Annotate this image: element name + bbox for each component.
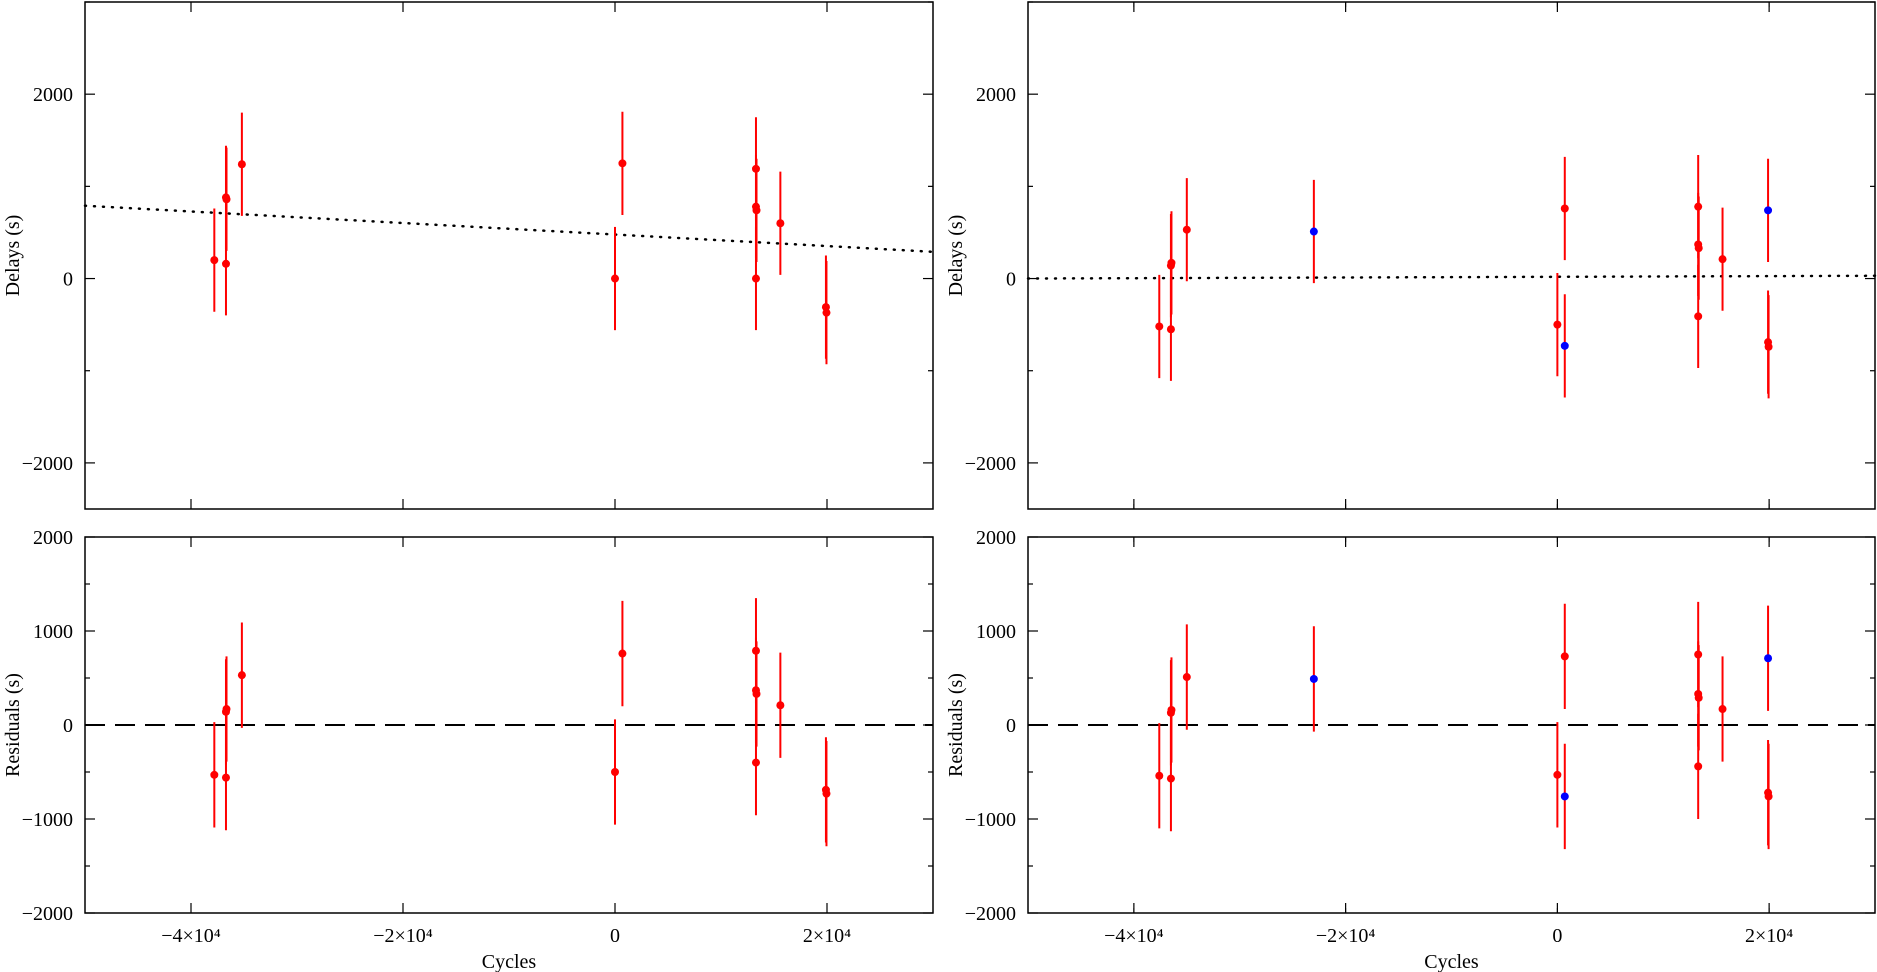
y-axis-label: Delays (s)	[2, 215, 24, 297]
data-point	[221, 259, 230, 268]
residuals-right-panel: −2000 −1000 0 1000 2000 −4×10⁴ −2×10⁴ 0 2×10⁴ Res…	[945, 527, 1876, 972]
plot-frame	[84, 1, 934, 510]
fit-line	[1026, 274, 1877, 280]
data-point	[751, 646, 760, 655]
x-tick-label: 0	[610, 925, 620, 947]
y-tick-label: −1000	[965, 809, 1016, 831]
data-point	[222, 195, 231, 204]
delays-left-panel: −2000 0 2000 Delays (s)	[2, 1, 935, 510]
y-tick-label: 0	[1006, 715, 1016, 737]
y-tick-label: 1000	[33, 621, 73, 643]
data-point	[222, 705, 231, 714]
data-point	[1718, 255, 1727, 264]
data-point	[751, 758, 760, 767]
data-point	[237, 160, 246, 169]
y-tick-label: 0	[63, 715, 73, 737]
data-point	[1694, 762, 1703, 771]
data-point	[822, 308, 831, 317]
x-tick-label: −4×10⁴	[161, 925, 221, 947]
data-point	[1155, 322, 1164, 331]
y-tick-label: −2000	[22, 453, 73, 475]
y-tick-label: 2000	[33, 527, 73, 549]
data-point	[1694, 312, 1703, 321]
data-point	[822, 789, 831, 798]
data-point	[752, 689, 761, 698]
data-point	[1166, 774, 1175, 783]
y-tick-label: −1000	[22, 809, 73, 831]
data-point-blue	[1560, 341, 1569, 350]
data-point	[1182, 225, 1191, 234]
data-point	[221, 773, 230, 782]
y-tick-label: 0	[1006, 269, 1016, 291]
data-point	[1764, 792, 1773, 801]
data-point	[776, 701, 785, 710]
y-tick-label: 2000	[33, 84, 73, 106]
data-point	[1694, 244, 1703, 253]
data-point	[1167, 258, 1176, 267]
x-axis-label: Cycles	[1424, 951, 1479, 972]
data-point	[611, 768, 619, 776]
data-point	[618, 159, 627, 168]
data-point-blue	[1309, 227, 1318, 236]
data-point	[1694, 650, 1703, 659]
data-point	[1560, 204, 1569, 213]
fit-line	[83, 204, 935, 254]
y-tick-label: 1000	[976, 621, 1016, 643]
data-point-blue	[1764, 206, 1773, 215]
data-point	[1167, 705, 1176, 714]
x-tick-label: 2×10⁴	[803, 925, 851, 947]
y-axis-label: Residuals (s)	[2, 673, 24, 777]
data-point	[210, 770, 219, 779]
data-point	[1694, 693, 1703, 702]
x-tick-label: −2×10⁴	[1316, 925, 1376, 947]
data-point	[1553, 320, 1562, 329]
plot-frame	[1027, 1, 1876, 510]
y-tick-label: 2000	[976, 527, 1016, 549]
data-point	[1764, 342, 1773, 351]
y-tick-label: −2000	[965, 903, 1016, 925]
data-point	[1155, 771, 1164, 780]
x-tick-label: 0	[1552, 925, 1562, 947]
x-axis-label: Cycles	[482, 951, 537, 972]
x-tick-label: 2×10⁴	[1745, 925, 1793, 947]
y-tick-label: −2000	[22, 903, 73, 925]
data-point	[776, 219, 785, 228]
data-point-blue	[1560, 792, 1569, 801]
x-tick-label: −2×10⁴	[373, 925, 433, 947]
y-axis-label: Delays (s)	[945, 215, 967, 297]
y-tick-label: 2000	[976, 84, 1016, 106]
data-point	[751, 274, 760, 283]
data-point	[1560, 652, 1569, 661]
data-point	[1694, 202, 1703, 211]
y-axis-label: Residuals (s)	[945, 673, 967, 777]
data-point	[1166, 325, 1175, 334]
data-point-blue	[1764, 654, 1773, 663]
residuals-left-panel: −2000 −1000 0 1000 2000 −4×10⁴ −2×10⁴ 0 2×10⁴ Res…	[2, 527, 934, 972]
data-point	[1553, 770, 1562, 779]
data-point	[618, 649, 627, 658]
x-tick-label: −4×10⁴	[1104, 925, 1164, 947]
data-point	[1182, 673, 1191, 682]
y-tick-label: −2000	[965, 453, 1016, 475]
data-point	[752, 206, 761, 215]
delays-right-panel: −2000 0 2000 Delays (s)	[945, 1, 1877, 510]
data-point	[751, 164, 760, 173]
data-point	[210, 256, 219, 265]
data-point	[1718, 705, 1727, 714]
y-tick-label: 0	[63, 269, 73, 291]
data-point	[611, 274, 619, 283]
data-point	[237, 671, 246, 680]
data-point-blue	[1309, 674, 1318, 683]
